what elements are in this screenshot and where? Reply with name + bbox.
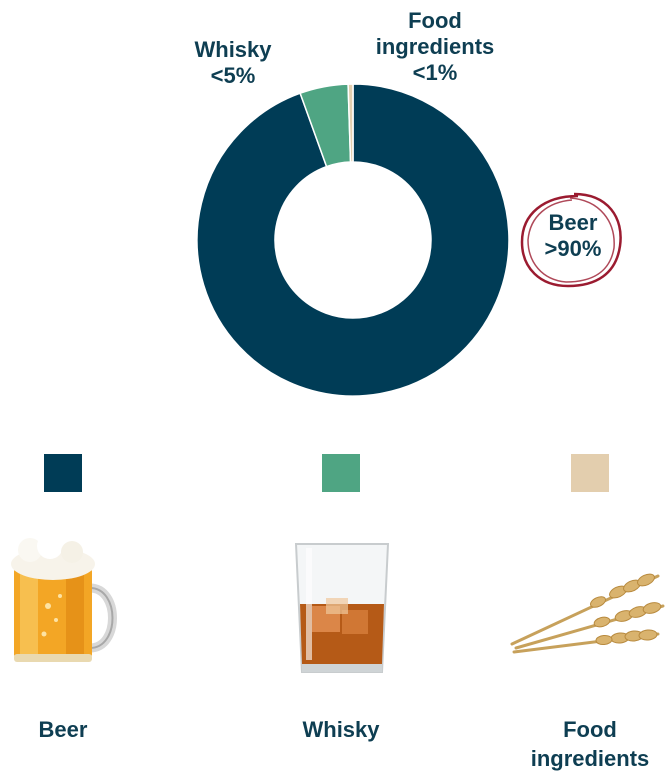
slice-label-beer-name: Beer (548, 210, 598, 235)
legend-swatch-whisky (322, 454, 360, 492)
legend-swatch-beer (44, 454, 82, 492)
slice-label-whisky: Whisky <5% (178, 37, 288, 89)
slice-beer (196, 83, 510, 397)
slice-label-whisky-name: Whisky (194, 37, 272, 62)
slice-label-beer-value: >90% (544, 236, 602, 261)
slice-label-beer: Beer >90% (523, 210, 623, 262)
beer-mug-icon (11, 536, 117, 662)
highlight-circle (520, 192, 622, 288)
slice-label-food-name-2: ingredients (375, 34, 495, 59)
legend-label-food: Food ingredients (515, 715, 665, 773)
legend-label-food-text-1: Food (563, 717, 617, 742)
slice-label-food-value: <1% (412, 60, 458, 85)
legend-label-whisky-text: Whisky (302, 717, 380, 742)
slice-label-food: Food ingredients <1% (360, 8, 510, 86)
slice-label-whisky-value: <5% (210, 63, 256, 88)
legend-label-beer: Beer (13, 715, 113, 744)
whisky-glass-icon (294, 543, 390, 673)
slice-food-ingredients (347, 83, 354, 163)
donut-chart (196, 83, 622, 397)
legend-swatch-food (571, 454, 609, 492)
slice-label-food-name-1: Food (408, 8, 462, 33)
legend-label-food-text-2: ingredients (530, 746, 650, 771)
legend-label-beer-text: Beer (38, 717, 88, 742)
wheat-icon (510, 573, 665, 654)
legend-label-whisky: Whisky (286, 715, 396, 744)
